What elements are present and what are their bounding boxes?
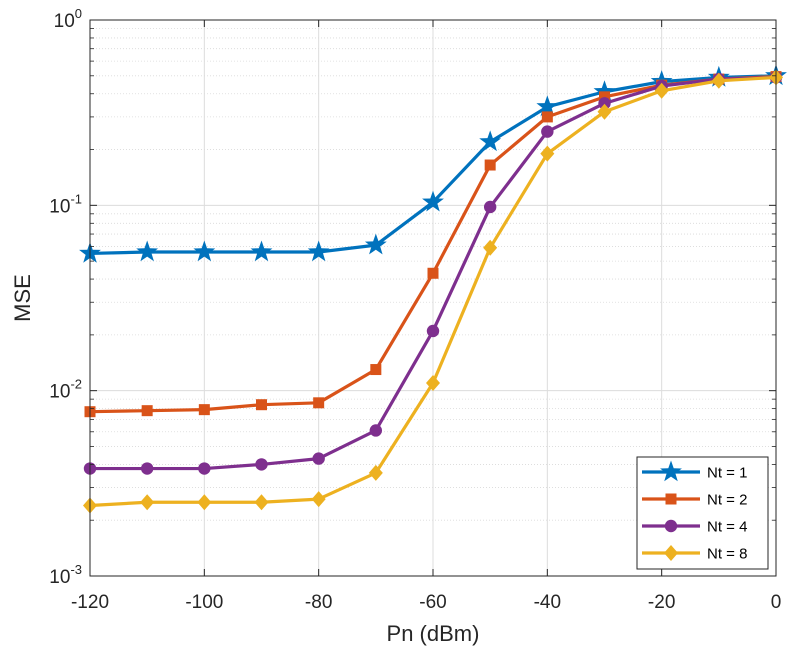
data-point <box>368 464 383 481</box>
data-point <box>427 267 439 279</box>
data-point <box>197 494 212 511</box>
x-axis-label: Pn (dBm) <box>387 621 480 646</box>
y-tick-label: 10-2 <box>49 377 82 403</box>
data-point <box>541 125 554 138</box>
x-tick-label: -40 <box>534 592 561 613</box>
legend-marker <box>664 519 678 533</box>
legend-marker <box>664 545 678 561</box>
data-point <box>484 159 496 171</box>
data-point <box>364 233 387 255</box>
data-point <box>599 91 610 103</box>
data-point <box>540 145 555 162</box>
series-4 <box>83 69 783 514</box>
data-point <box>256 399 267 411</box>
data-point <box>479 130 502 152</box>
data-point <box>312 452 325 465</box>
y-tick-label: 10-1 <box>49 191 82 217</box>
data-point <box>597 103 612 120</box>
y-tick-label: 100 <box>54 6 82 32</box>
data-point <box>654 82 669 99</box>
data-point <box>311 491 326 508</box>
data-point <box>370 364 382 376</box>
series-layer <box>79 64 787 514</box>
legend-marker <box>660 460 682 482</box>
legend-item: Nt = 1 <box>642 460 747 482</box>
data-point <box>369 424 383 437</box>
data-point <box>141 405 153 417</box>
x-tick-label: -80 <box>305 592 332 613</box>
data-point <box>426 324 440 338</box>
data-point <box>711 72 726 89</box>
x-tick-label: -20 <box>648 592 675 613</box>
data-point <box>313 397 325 409</box>
y-tick-label: 10-3 <box>49 562 82 588</box>
data-point <box>483 200 497 214</box>
x-tick-label: -60 <box>419 592 446 613</box>
legend: Nt = 1 Nt = 2 Nt = 4 Nt = 8 <box>636 456 769 570</box>
data-point <box>250 240 273 262</box>
data-point <box>140 462 154 475</box>
data-point <box>198 462 211 475</box>
data-point <box>254 494 269 511</box>
legend-label: Nt = 1 <box>707 465 747 482</box>
legend-box <box>636 456 769 570</box>
data-point <box>136 240 159 262</box>
legend-label: Nt = 8 <box>707 546 747 563</box>
data-point <box>193 240 216 262</box>
data-point <box>307 240 330 262</box>
legend-label: Nt = 4 <box>707 519 747 536</box>
legend-item: Nt = 4 <box>642 519 747 536</box>
data-point <box>536 95 559 117</box>
data-point <box>593 80 616 102</box>
x-tick-label: 0 <box>771 592 782 613</box>
x-tick-label: -120 <box>71 592 109 613</box>
legend-item: Nt = 2 <box>642 492 747 509</box>
data-point <box>541 111 553 123</box>
x-tick-labels: -120 -100 -80 -60 -40 -20 0 <box>71 592 781 613</box>
legend-item: Nt = 8 <box>642 545 747 563</box>
y-axis-label: MSE <box>10 274 35 322</box>
y-tick-labels: 10-3 10-2 10-1 100 <box>49 6 82 588</box>
data-point <box>598 97 611 110</box>
data-point <box>140 494 155 511</box>
data-point <box>422 190 444 212</box>
data-point <box>483 239 498 256</box>
data-point <box>255 458 268 471</box>
x-tick-label: -100 <box>185 592 223 613</box>
axis-ticks <box>89 19 777 577</box>
data-point <box>198 404 210 416</box>
data-point <box>426 374 440 391</box>
legend-marker <box>665 493 677 505</box>
legend-label: Nt = 2 <box>707 492 747 509</box>
